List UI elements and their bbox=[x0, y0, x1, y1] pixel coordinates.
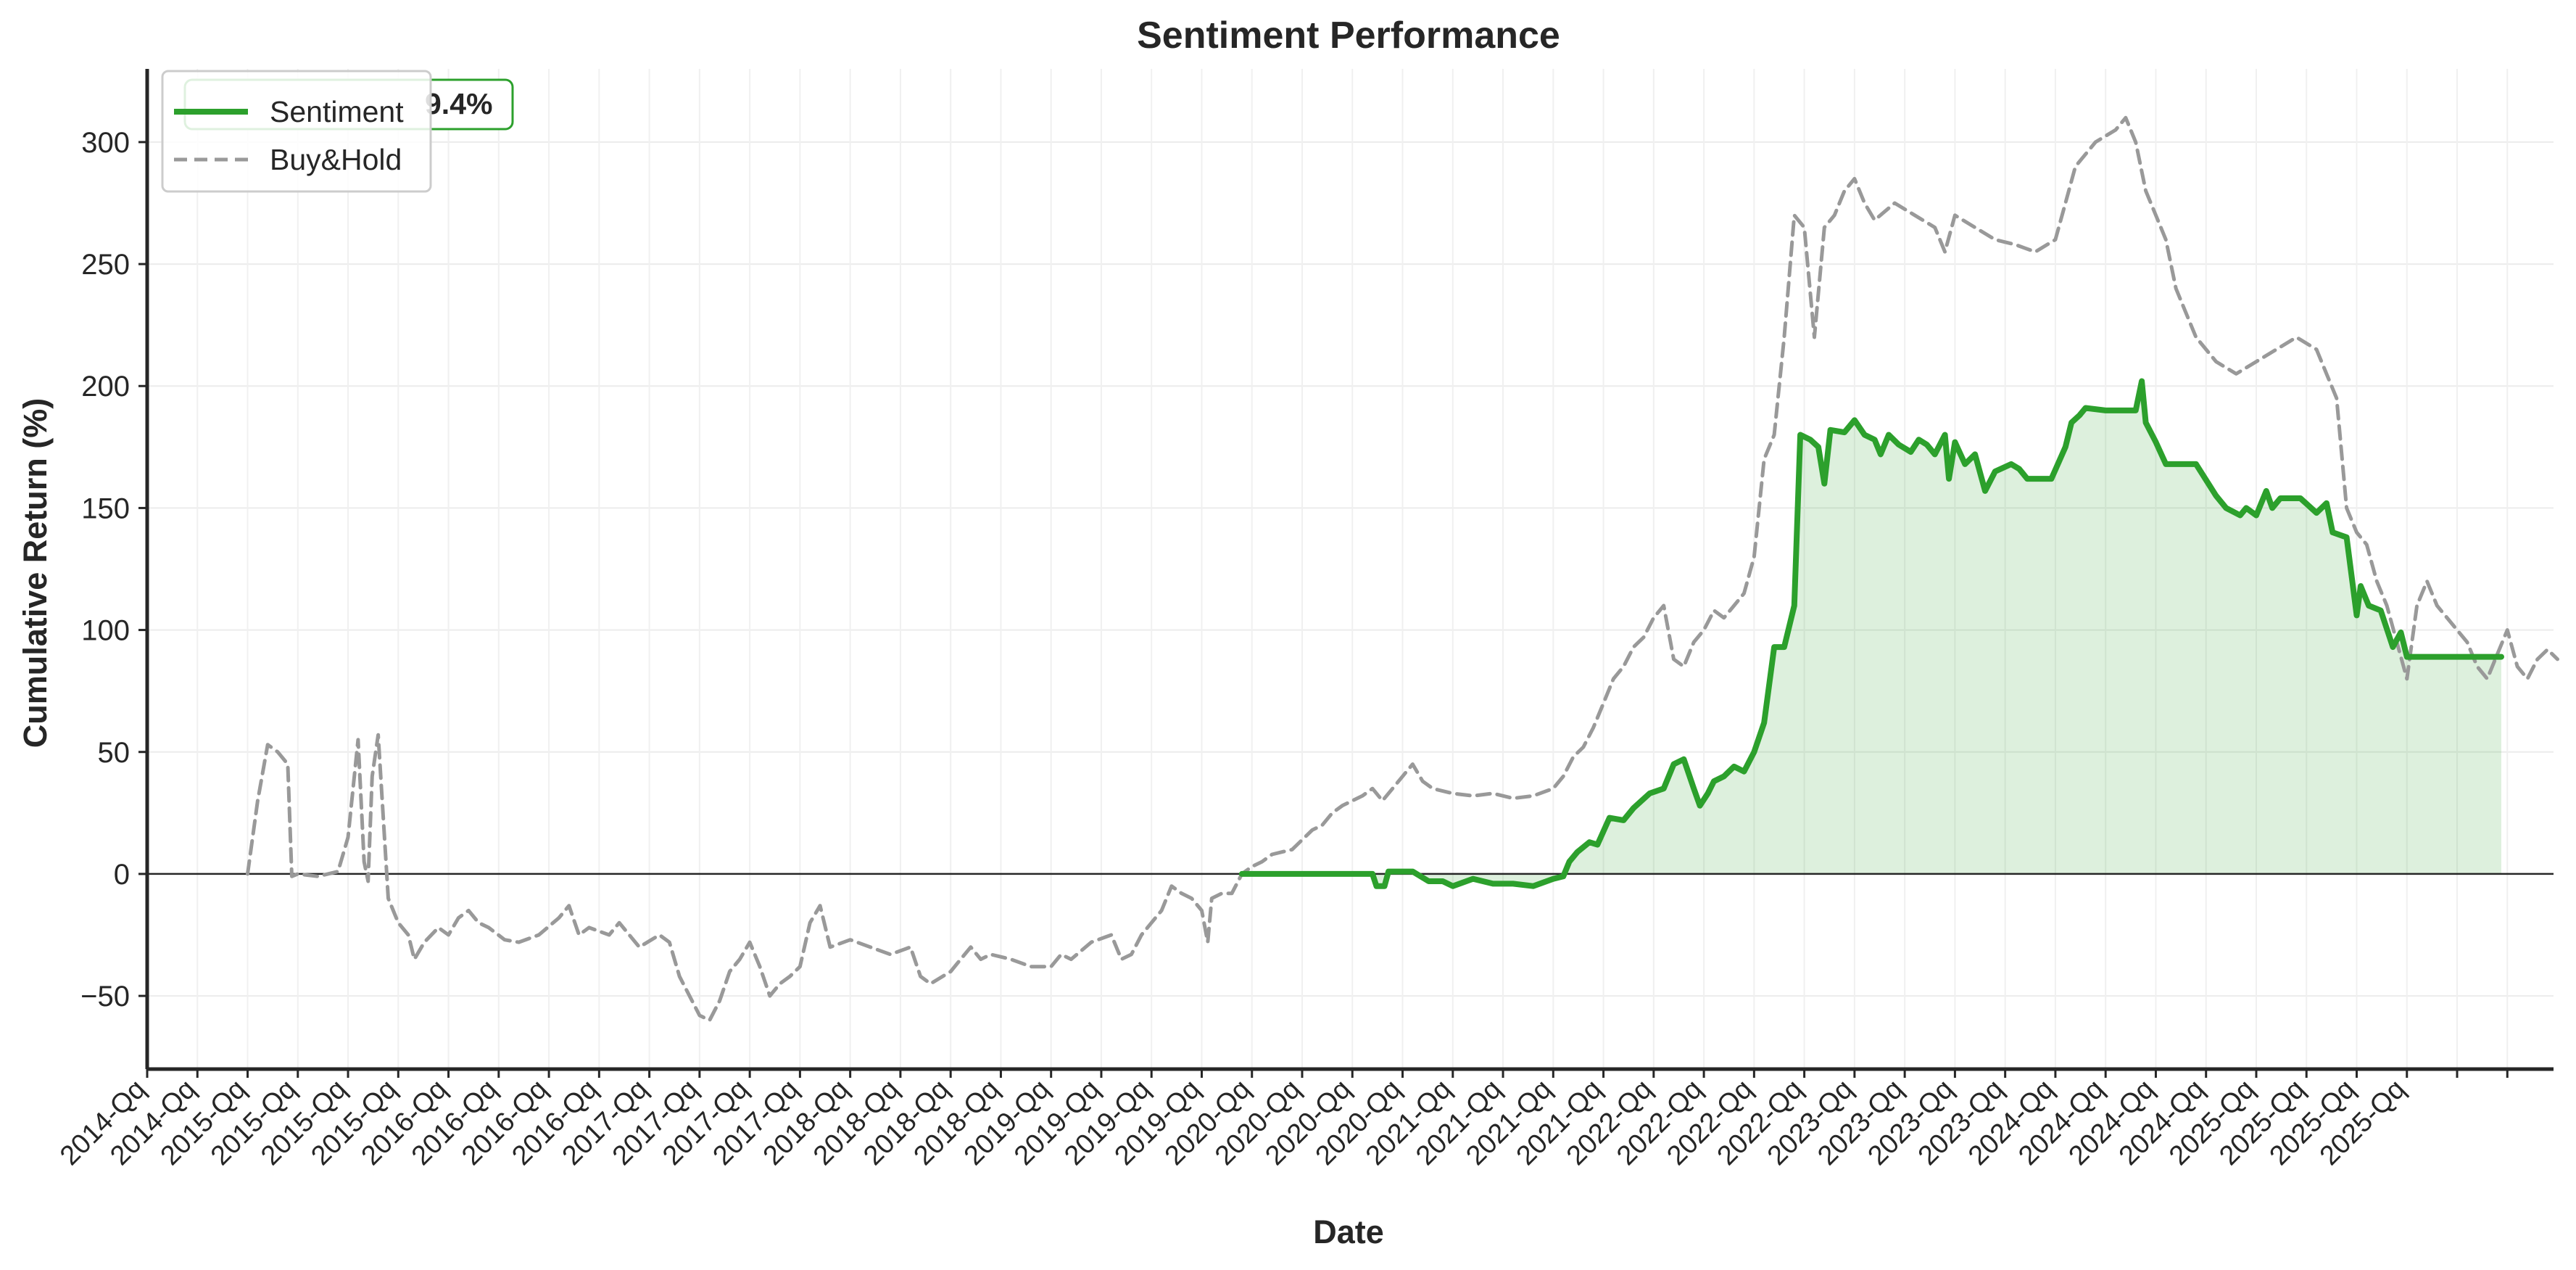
y-axis-ticks: −50 0 50 100 150 200 250 300 bbox=[80, 127, 147, 1013]
y-tick-label-0: −50 bbox=[80, 981, 130, 1013]
legend-frame bbox=[161, 70, 432, 193]
y-tick-label-4: 150 bbox=[81, 492, 130, 524]
annotation-text: 9.4% bbox=[425, 87, 492, 120]
fill-layer bbox=[1241, 381, 2501, 886]
y-tick-label-1: 0 bbox=[114, 859, 130, 891]
y-tick-label-2: 50 bbox=[98, 737, 131, 769]
legend: Sentiment Buy&Hold bbox=[161, 70, 432, 193]
y-tick-label-7: 300 bbox=[81, 127, 130, 159]
x-axis-label: Date bbox=[1313, 1213, 1384, 1250]
y-tick-label-3: 100 bbox=[81, 615, 130, 647]
series-layer bbox=[246, 115, 2559, 1023]
buy-hold-line bbox=[246, 115, 2559, 1023]
legend-label-sentiment: Sentiment bbox=[270, 95, 404, 128]
y-tick-label-5: 200 bbox=[81, 371, 130, 403]
sentiment-line bbox=[1238, 378, 2504, 889]
y-axis-label: Cumulative Return (%) bbox=[17, 398, 54, 749]
sentiment-area-fill bbox=[1241, 381, 2501, 886]
chart-title: Sentiment Performance bbox=[1137, 15, 1560, 57]
y-tick-label-6: 250 bbox=[81, 249, 130, 281]
legend-label-buyhold: Buy&Hold bbox=[270, 143, 402, 176]
